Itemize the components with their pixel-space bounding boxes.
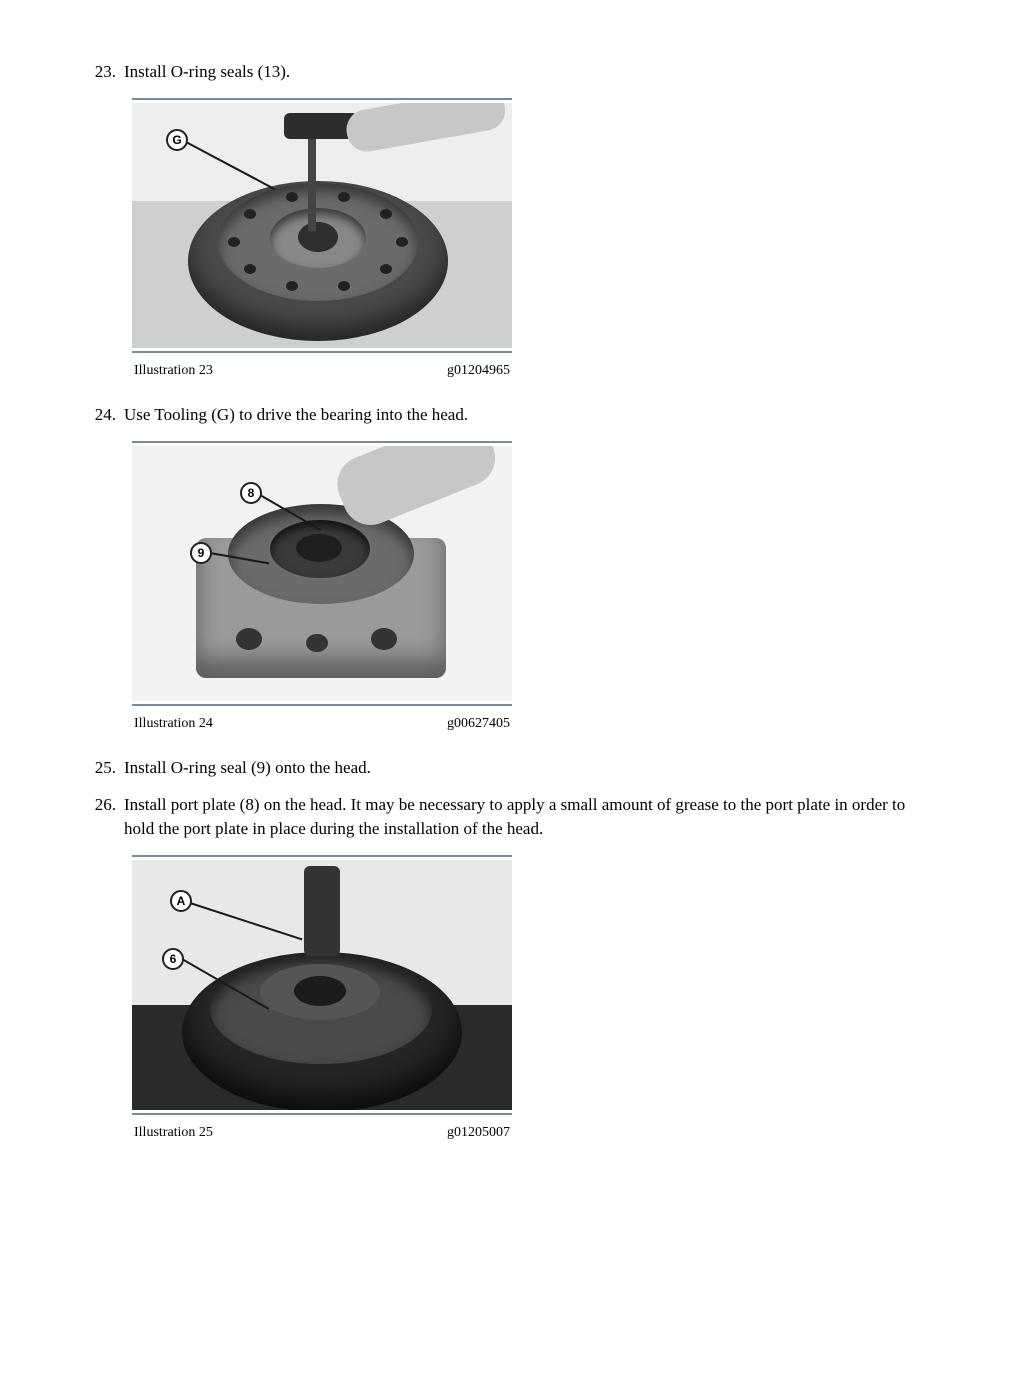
figure-canvas-23: G [132, 103, 512, 348]
step-text: Install O-ring seal (9) onto the head. [124, 756, 934, 780]
callout-9: 9 [190, 542, 212, 564]
step-text: Use Tooling (G) to drive the bearing int… [124, 403, 934, 427]
step-text: Install O-ring seals (13). [124, 60, 934, 84]
figure-caption: Illustration 25 g01205007 [132, 1125, 512, 1141]
callout-6: 6 [162, 948, 184, 970]
step-text: Install port plate (8) on the head. It m… [124, 793, 934, 841]
step-number: 26. [90, 793, 124, 841]
step-23: 23. Install O-ring seals (13). [90, 60, 934, 84]
illustration-code: g01204965 [447, 363, 510, 379]
illustration-label: Illustration 24 [134, 716, 213, 732]
figure-25: A6 Illustration 25 g01205007 [132, 855, 512, 1141]
callout-8: 8 [240, 482, 262, 504]
figure-24: 89 Illustration 24 g00627405 [132, 441, 512, 732]
step-26: 26. Install port plate (8) on the head. … [90, 793, 934, 841]
figure-23: G Illustration 23 g01204965 [132, 98, 512, 379]
figure-frame: 89 [132, 441, 512, 706]
callout-A: A [170, 890, 192, 912]
figure-canvas-24: 89 [132, 446, 512, 701]
illustration-code: g01205007 [447, 1125, 510, 1141]
illustration-label: Illustration 25 [134, 1125, 213, 1141]
figure-frame: A6 [132, 855, 512, 1115]
figure-frame: G [132, 98, 512, 353]
step-24: 24. Use Tooling (G) to drive the bearing… [90, 403, 934, 427]
illustration-label: Illustration 23 [134, 363, 213, 379]
illustration-code: g00627405 [447, 716, 510, 732]
figure-canvas-25: A6 [132, 860, 512, 1110]
step-number: 25. [90, 756, 124, 780]
step-25: 25. Install O-ring seal (9) onto the hea… [90, 756, 934, 780]
callout-G: G [166, 129, 188, 151]
figure-caption: Illustration 23 g01204965 [132, 363, 512, 379]
step-number: 24. [90, 403, 124, 427]
figure-caption: Illustration 24 g00627405 [132, 716, 512, 732]
step-number: 23. [90, 60, 124, 84]
